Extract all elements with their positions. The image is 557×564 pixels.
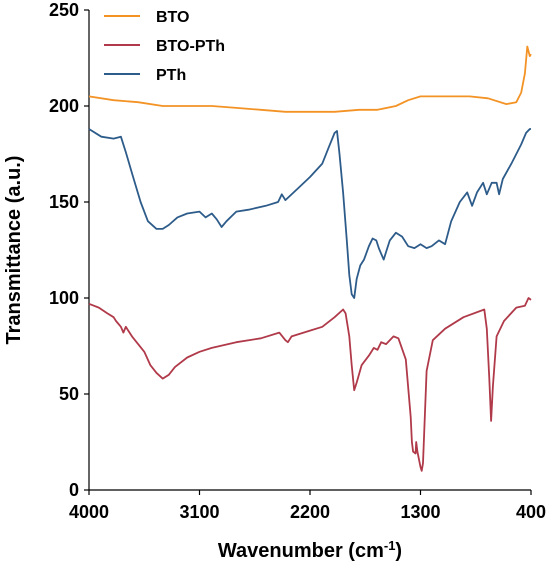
y-tick-label: 250 — [49, 0, 79, 20]
y-tick-label: 100 — [49, 288, 79, 308]
y-ticks: 0 50 100 150 200 250 — [49, 0, 89, 500]
legend: BTO BTO-PTh PTh — [104, 9, 225, 84]
x-tick-label: 1300 — [400, 502, 440, 522]
legend-label-pth: PTh — [156, 67, 186, 84]
x-axis-title-suffix: ) — [395, 540, 402, 562]
y-tick-label: 0 — [69, 480, 79, 500]
x-tick-label: 2200 — [290, 502, 330, 522]
x-axis-title-main: Wavenumber (cm — [218, 540, 384, 562]
y-tick-label: 200 — [49, 96, 79, 116]
x-tick-label: 4000 — [69, 502, 109, 522]
x-axis-title-superscript: -1 — [384, 538, 396, 553]
y-tick-label: 150 — [49, 192, 79, 212]
x-ticks: 4000 3100 2200 1300 400 — [69, 490, 546, 522]
series-lines — [88, 45, 532, 472]
legend-label-bto-pth: BTO-PTh — [156, 38, 225, 55]
series-line-bto-pth — [88, 297, 532, 472]
y-axis-title: Transmittance (a.u.) — [3, 156, 25, 345]
legend-label-bto: BTO — [156, 9, 189, 26]
x-tick-label: 3100 — [179, 502, 219, 522]
series-line-pth — [88, 128, 531, 299]
y-tick-label: 50 — [59, 384, 79, 404]
x-axis-title: Wavenumber (cm-1) — [218, 538, 402, 563]
series-line-bto — [88, 45, 532, 113]
x-tick-label: 400 — [516, 502, 546, 522]
